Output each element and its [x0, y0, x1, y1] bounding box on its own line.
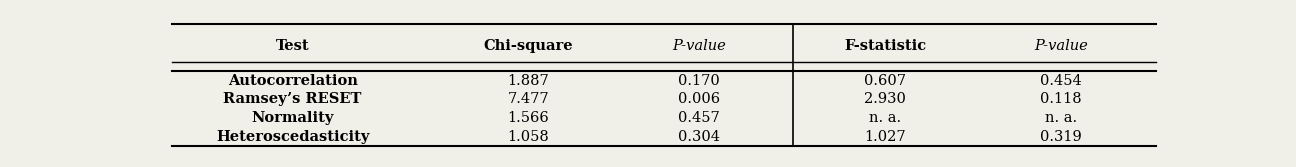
Text: n. a.: n. a.	[1045, 111, 1077, 125]
Text: Ramsey’s RESET: Ramsey’s RESET	[223, 93, 362, 106]
Text: P-value: P-value	[673, 39, 726, 53]
Text: Chi-square: Chi-square	[483, 39, 573, 53]
Text: 0.319: 0.319	[1041, 130, 1082, 144]
Text: 0.457: 0.457	[679, 111, 721, 125]
Text: P-value: P-value	[1034, 39, 1087, 53]
Text: 0.607: 0.607	[864, 74, 906, 88]
Text: n. a.: n. a.	[870, 111, 901, 125]
Text: 7.477: 7.477	[508, 93, 550, 106]
Text: 1.887: 1.887	[508, 74, 550, 88]
Text: 1.058: 1.058	[508, 130, 550, 144]
Text: 0.454: 0.454	[1041, 74, 1082, 88]
Text: 0.304: 0.304	[678, 130, 721, 144]
Text: 1.027: 1.027	[864, 130, 906, 144]
Text: 2.930: 2.930	[864, 93, 906, 106]
Text: Autocorrelation: Autocorrelation	[228, 74, 358, 88]
Text: F-statistic: F-statistic	[844, 39, 927, 53]
Text: Test: Test	[276, 39, 310, 53]
Text: Normality: Normality	[251, 111, 334, 125]
Text: Heteroscedasticity: Heteroscedasticity	[216, 130, 369, 144]
Text: 0.006: 0.006	[678, 93, 721, 106]
Text: 0.170: 0.170	[679, 74, 721, 88]
Text: 1.566: 1.566	[508, 111, 550, 125]
Text: 0.118: 0.118	[1041, 93, 1082, 106]
